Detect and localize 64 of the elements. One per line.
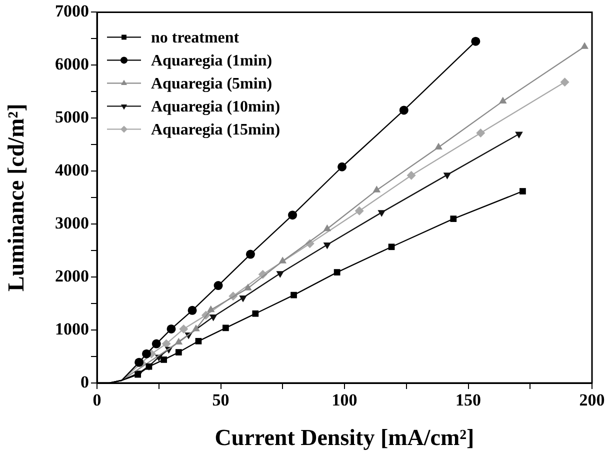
legend-label: Aquaregia (1min) [151, 52, 272, 70]
point [499, 96, 507, 104]
point [209, 314, 218, 322]
y-tick-label: 6000 [55, 54, 89, 74]
legend-label: Aquaregia (15min) [151, 121, 280, 138]
point [174, 338, 183, 344]
point [520, 188, 526, 194]
point [378, 210, 386, 217]
y-tick-label: 1000 [55, 319, 89, 338]
point [142, 349, 151, 358]
y-tick-label: 0 [80, 372, 89, 392]
legend-label: Aquaregia (5min) [151, 75, 272, 92]
y-tick-label: 2000 [55, 266, 89, 286]
y-tick-label: 4000 [55, 160, 89, 180]
point [334, 269, 340, 276]
point [560, 78, 570, 87]
point [188, 306, 197, 315]
point [152, 339, 161, 348]
point [338, 162, 347, 172]
point [162, 339, 171, 348]
point [246, 250, 255, 259]
legend-label: Aquaregia (10min) [151, 98, 280, 116]
x-tick-label: 150 [456, 390, 481, 410]
point [290, 292, 297, 298]
point [222, 324, 229, 332]
point [323, 224, 332, 232]
x-tick-label: 50 [212, 390, 230, 410]
legend-label: no treatment [151, 29, 240, 46]
y-axis-title: Luminance [cd/m²] [4, 104, 29, 292]
point [179, 324, 188, 334]
point [399, 106, 408, 115]
y-tick-label: 7000 [55, 2, 89, 21]
point [476, 128, 486, 138]
point [515, 132, 523, 139]
point [288, 210, 298, 220]
point [276, 271, 284, 278]
x-tick-label: 100 [332, 390, 358, 410]
point [206, 305, 215, 312]
point [192, 324, 200, 332]
point [252, 310, 259, 317]
x-tick-label: 0 [92, 390, 102, 410]
point [214, 281, 223, 290]
point [166, 324, 176, 334]
point [134, 358, 144, 367]
point [443, 172, 452, 180]
point [323, 242, 332, 250]
x-axis-title: Current Density [mA/cm²] [214, 425, 474, 450]
point [372, 186, 381, 192]
point [406, 170, 416, 180]
point [471, 36, 480, 46]
point [239, 295, 247, 302]
point [580, 42, 588, 49]
point [388, 244, 395, 250]
point [434, 142, 442, 150]
point [175, 349, 182, 356]
y-tick-label: 5000 [55, 108, 89, 127]
point [450, 216, 457, 222]
y-tick-label: 3000 [55, 213, 89, 232]
x-tick-label: 200 [579, 390, 605, 410]
point [278, 256, 287, 264]
point [354, 206, 364, 216]
point [160, 356, 168, 363]
point [244, 284, 252, 290]
point [195, 338, 202, 344]
